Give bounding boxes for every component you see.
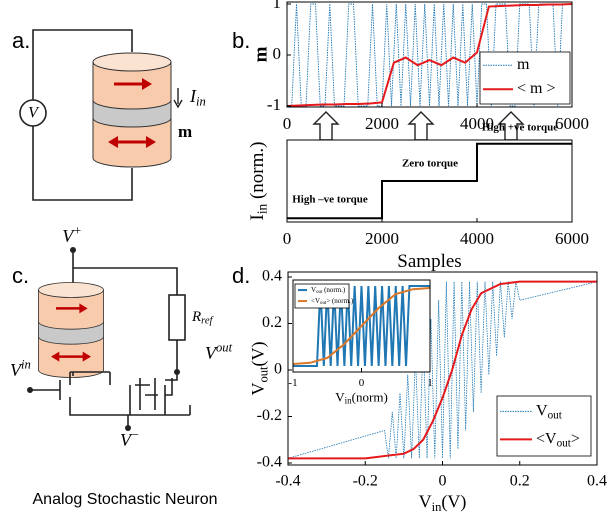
x-tick-label: 4000 (460, 229, 494, 248)
x-axis-label: Vin(V) (419, 492, 467, 514)
legend-label: m (517, 56, 530, 73)
caption: Analog Stochastic Neuron (33, 491, 218, 508)
x-tick-label: 0 (439, 472, 447, 489)
y-tick-label: 0 (274, 361, 282, 378)
x-tick-label: 0.2 (510, 472, 530, 489)
supply-pos-label: V+ (62, 224, 82, 247)
y-axis-label: m (250, 46, 271, 62)
input-label: Vin (10, 358, 31, 381)
x-tick-label: -0.4 (275, 472, 300, 489)
x-axis-label: Samples (397, 251, 461, 272)
supply-neg-label: V− (120, 428, 140, 451)
y-tick-label: 0.4 (262, 268, 282, 285)
panel-label: c. (12, 263, 29, 288)
diagram-c (27, 247, 190, 431)
y-tick-label: -0.2 (257, 407, 282, 424)
x-tick-label: 2000 (365, 229, 399, 248)
y-axis-label: Vout(V) (248, 341, 270, 395)
figure: a. V Iin m b. c. V+ Rref Vout Vin V− Ana… (0, 0, 608, 527)
output-label: Vout (205, 341, 233, 364)
layer-label: m (178, 122, 192, 141)
x-tick-label: 1 (427, 377, 433, 389)
y-tick-label: 1 (273, 0, 282, 12)
annotation: High –ve torque (292, 194, 368, 206)
x-tick-label: 0 (283, 229, 292, 248)
panel-label: b. (232, 28, 250, 53)
x-tick-label: 0 (283, 114, 292, 133)
x-tick-label: 2000 (365, 114, 399, 133)
y-tick-label: -0.4 (257, 454, 282, 471)
x-tick-label: 0.4 (587, 472, 607, 489)
y-tick-label: 0.2 (262, 314, 282, 331)
x-tick-label: -0.2 (353, 472, 378, 489)
legend-label: < m > (517, 80, 556, 97)
diagram-a (20, 30, 182, 200)
x-tick-label: -1 (288, 377, 297, 389)
panel-label: d. (232, 263, 250, 288)
annotation: High +ve torque (482, 122, 558, 134)
legend-label: <Vout> (norm.) (311, 297, 354, 306)
annotation: Zero torque (402, 158, 458, 170)
x-tick-label: 0 (359, 377, 365, 389)
y-tick-label: -1 (267, 95, 281, 114)
y-axis-label: Iin (norm.) (247, 142, 269, 221)
current-label: Iin (189, 86, 206, 108)
x-tick-label: 6000 (555, 229, 589, 248)
x-axis-label: Vin(norm) (335, 389, 388, 405)
x-tick-label: 6000 (555, 114, 589, 133)
y-tick-label: 0 (273, 44, 282, 63)
panel-label: a. (12, 28, 30, 53)
resistor-label: Rref (191, 309, 215, 327)
